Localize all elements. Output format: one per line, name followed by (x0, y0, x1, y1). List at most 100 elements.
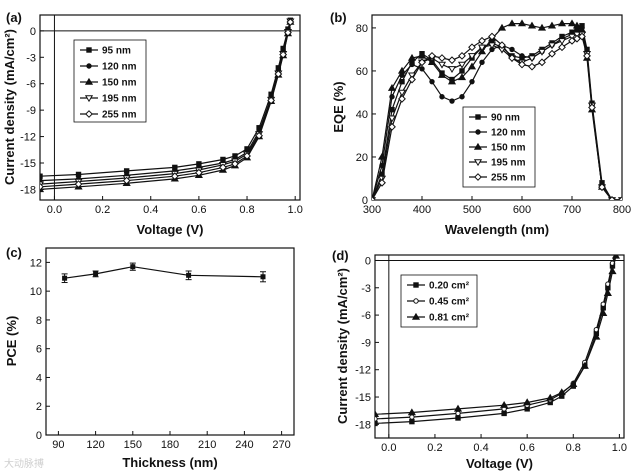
data-point (284, 28, 292, 37)
data-point (447, 77, 457, 85)
data-point (519, 53, 525, 59)
data-point (507, 19, 517, 27)
plot-area (375, 249, 621, 427)
data-point (458, 51, 466, 60)
legend-marker (475, 129, 481, 135)
data-point (457, 61, 467, 69)
y-tick-label: -18 (355, 419, 371, 431)
y-tick-label: 60 (356, 66, 368, 78)
data-point (537, 23, 547, 31)
data-point (488, 32, 496, 41)
data-point (546, 393, 555, 401)
watermark: 大动脉搏 (4, 459, 44, 470)
data-point (557, 19, 567, 27)
data-point (614, 249, 618, 253)
data-point (523, 398, 532, 406)
legend-label: 95 nm (102, 46, 131, 57)
data-point (479, 59, 485, 66)
data-point (75, 171, 82, 178)
y-axis-label: Current density (mA/cm²) (335, 268, 350, 424)
legend-label: 195 nm (102, 94, 137, 105)
data-point (468, 43, 476, 52)
x-tick-label: 0.6 (191, 204, 206, 216)
y-tick-label: 12 (30, 257, 42, 269)
data-point (558, 43, 566, 52)
data-point (578, 32, 586, 41)
data-point (467, 53, 477, 61)
data-point (397, 89, 407, 97)
panel-label: (b) (330, 10, 347, 25)
data-point (243, 152, 251, 160)
legend-label: 0.20 cm² (429, 281, 470, 292)
y-tick-label: -3 (361, 283, 371, 295)
x-tick-label: 0.0 (381, 442, 396, 454)
plot-area (372, 19, 622, 200)
panel-2: 300 400 500 600 700 800 0 20 40 60 80 Wavelength (n… (330, 10, 631, 237)
x-tick-label: 120 (86, 439, 104, 451)
legend: 90 nm 120 nm 150 nm 195 nm 255 nm (462, 106, 536, 188)
x-axis-label: Thickness (nm) (122, 455, 217, 470)
y-tick-label: 0 (36, 430, 42, 442)
legend-box (73, 39, 147, 123)
y-tick-label: 0 (365, 255, 371, 267)
y-axis-label: PCE (%) (4, 316, 19, 367)
data-point (267, 96, 276, 105)
data-point (255, 131, 263, 140)
data-point (592, 332, 601, 340)
data-point (538, 58, 546, 67)
legend-marker (413, 298, 419, 304)
legend-label: 255 nm (102, 110, 137, 121)
y-tick-label: 6 (36, 344, 42, 356)
legend-marker (85, 110, 93, 118)
data-point (557, 388, 566, 396)
data-point (448, 56, 456, 65)
y-tick-label: 80 (356, 23, 368, 35)
data-point (219, 163, 227, 172)
data-point (517, 19, 527, 27)
data-point (608, 267, 617, 275)
data-point (573, 34, 581, 43)
data-point (487, 42, 497, 50)
legend-marker (411, 312, 421, 320)
data-point (528, 62, 536, 71)
data-point (437, 71, 447, 78)
x-tick-label: 600 (513, 204, 531, 216)
data-point (599, 309, 608, 316)
x-tick-label: 300 (363, 204, 381, 216)
y-tick-label: -6 (26, 79, 36, 91)
legend: 0.20 cm² 0.45 cm² 0.81 cm² (400, 274, 478, 328)
x-tick-label: 240 (235, 439, 253, 451)
data-point (399, 78, 405, 85)
y-tick-label: -15 (20, 158, 36, 170)
series-line (375, 255, 617, 415)
plot-frame (39, 14, 301, 201)
data-point (429, 78, 435, 85)
data-point (407, 53, 417, 61)
data-point (548, 49, 556, 58)
data-point (453, 404, 463, 412)
x-tick-label: 90 (52, 439, 64, 451)
panel-label: (d) (332, 248, 349, 263)
legend-label: 120 nm (102, 62, 137, 73)
data-point (130, 264, 136, 270)
x-axis-label: Wavelength (nm) (445, 222, 549, 237)
y-tick-label: -6 (361, 310, 371, 322)
x-tick-label: 270 (272, 439, 290, 451)
data-point (398, 94, 406, 103)
plot-area (40, 17, 295, 193)
series-3 (375, 255, 621, 418)
data-point (122, 176, 131, 185)
data-point (439, 94, 445, 100)
y-tick-label: 10 (30, 286, 42, 298)
data-point (588, 103, 596, 112)
data-point (170, 172, 179, 181)
data-point (457, 73, 467, 81)
data-point (387, 83, 397, 91)
data-point (418, 58, 426, 67)
y-axis-label: Current density (mA/cm²) (2, 29, 17, 185)
y-tick-label: 40 (356, 109, 368, 121)
data-point (40, 173, 43, 179)
x-tick-label: 500 (463, 204, 481, 216)
series-1 (61, 262, 266, 284)
y-tick-label: -15 (355, 392, 371, 404)
